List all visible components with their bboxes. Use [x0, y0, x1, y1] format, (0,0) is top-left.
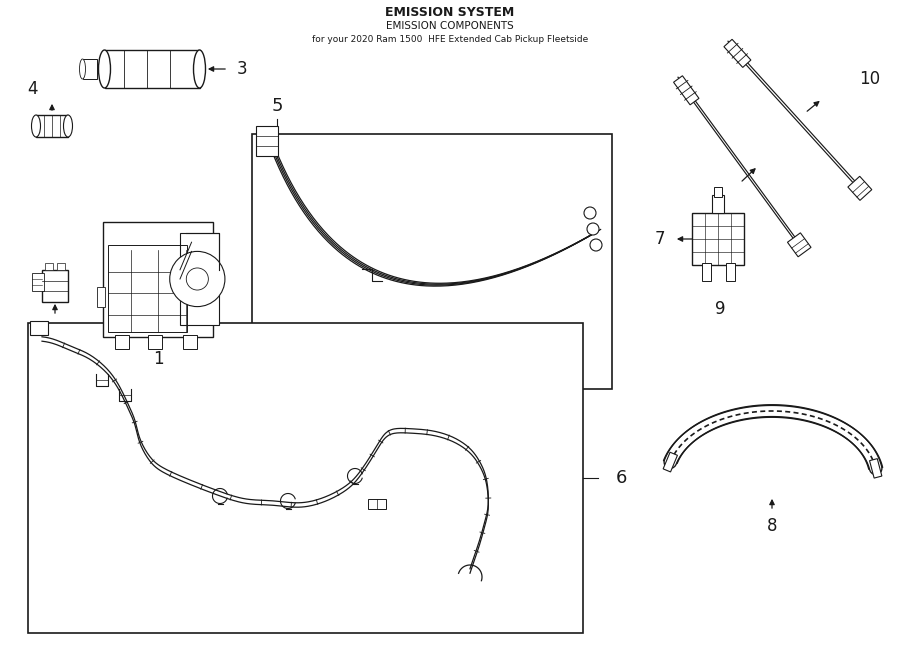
Bar: [368, 499, 386, 509]
Bar: [42, 270, 68, 302]
Bar: [28, 323, 583, 633]
Bar: [104, 50, 200, 88]
Bar: [869, 459, 882, 478]
Bar: [701, 263, 710, 281]
Text: 5: 5: [271, 97, 283, 115]
Bar: [115, 334, 129, 348]
Text: 9: 9: [715, 300, 725, 318]
Text: 7: 7: [655, 230, 665, 248]
Text: 1: 1: [153, 350, 163, 368]
Bar: [256, 126, 278, 156]
Bar: [183, 334, 197, 348]
Ellipse shape: [64, 115, 73, 137]
Bar: [180, 233, 219, 325]
Bar: [103, 221, 213, 336]
Ellipse shape: [98, 50, 111, 88]
Circle shape: [186, 268, 209, 290]
Bar: [32, 273, 44, 291]
Circle shape: [584, 207, 596, 219]
Text: EMISSION COMPONENTS: EMISSION COMPONENTS: [386, 21, 514, 31]
Polygon shape: [724, 39, 751, 67]
Bar: [714, 187, 722, 197]
Text: EMISSION SYSTEM: EMISSION SYSTEM: [385, 7, 515, 20]
Text: 6: 6: [616, 469, 626, 487]
Bar: [58, 263, 66, 270]
Bar: [44, 263, 52, 270]
Bar: [36, 115, 68, 137]
Text: for your 2020 Ram 1500  HFE Extended Cab Pickup Fleetside: for your 2020 Ram 1500 HFE Extended Cab …: [312, 34, 588, 44]
Polygon shape: [848, 176, 872, 200]
Bar: [108, 245, 187, 332]
Ellipse shape: [194, 50, 205, 88]
Bar: [83, 59, 96, 79]
Bar: [692, 213, 744, 265]
Circle shape: [170, 251, 225, 307]
Circle shape: [590, 239, 602, 251]
Circle shape: [587, 223, 599, 235]
Bar: [663, 452, 678, 472]
Text: 10: 10: [860, 70, 880, 88]
Bar: [148, 334, 162, 348]
Polygon shape: [788, 233, 811, 257]
Ellipse shape: [32, 115, 40, 137]
Polygon shape: [673, 76, 699, 105]
Bar: [725, 263, 734, 281]
Text: 4: 4: [27, 80, 37, 98]
Text: 3: 3: [237, 60, 248, 78]
Bar: [712, 195, 724, 213]
Bar: [97, 286, 105, 307]
Bar: [30, 321, 48, 335]
Ellipse shape: [79, 59, 86, 79]
Bar: [252, 134, 612, 389]
Text: 8: 8: [767, 517, 778, 535]
Text: 2: 2: [37, 320, 48, 338]
